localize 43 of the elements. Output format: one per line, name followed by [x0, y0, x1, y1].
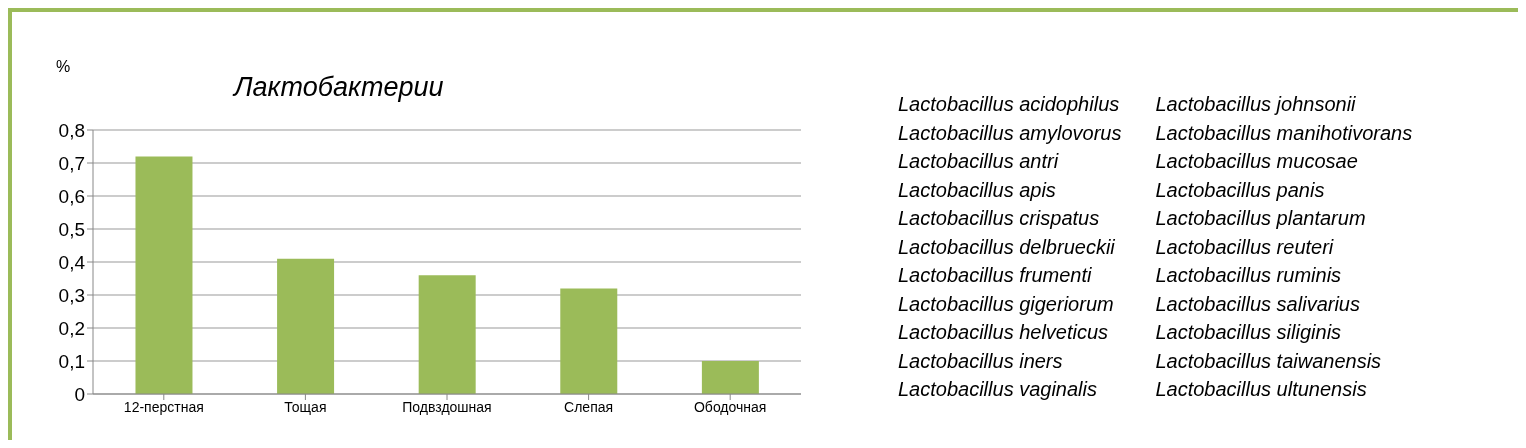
- y-tick-label: 0,1: [58, 350, 85, 372]
- bar: [277, 258, 335, 394]
- chart-title: Лактобактерии: [234, 72, 444, 103]
- y-tick-label: 0: [74, 383, 85, 405]
- text: Lactobacillus helveticus: [898, 320, 1110, 345]
- text: Lactobacillus frumenti: [898, 263, 1093, 288]
- text: Lactobacillus acidophilus: [898, 92, 1121, 117]
- y-tick-label: 0,7: [58, 152, 85, 174]
- y-tick-label: 0,5: [58, 218, 85, 240]
- text: Lactobacillus mucosae: [1155, 149, 1359, 174]
- text: Lactobacillus taiwanensis: [1155, 348, 1383, 374]
- y-tick-label: 0,6: [58, 185, 85, 207]
- y-tick-label: 0,8: [58, 119, 85, 141]
- text: Lactobacillus siliginis: [1155, 320, 1343, 345]
- text: Lactobacillus manihotivorans: [1155, 120, 1413, 146]
- x-tick-label: Ободочная: [693, 398, 767, 415]
- text: Lactobacillus salivarius: [1155, 291, 1361, 317]
- x-tick-label: Подвздошная: [402, 398, 492, 415]
- y-tick-label: 0,4: [58, 251, 86, 273]
- text: Lactobacillus amylovorus: [898, 120, 1122, 146]
- x-tick-label: Тощая: [284, 398, 327, 415]
- bar: [135, 156, 193, 394]
- x-tick-label: 12-перстная: [123, 398, 204, 415]
- text: Lactobacillus delbrueckii: [898, 234, 1116, 260]
- text: Lactobacillus apis: [898, 177, 1057, 203]
- y-tick-label: 0,2: [58, 317, 85, 339]
- text: Lactobacillus panis: [1155, 177, 1326, 203]
- text: Lactobacillus ruminis: [1155, 263, 1343, 288]
- text: Lactobacillus iners: [898, 348, 1064, 374]
- x-tick-label: Слепая: [564, 398, 614, 415]
- text: Lactobacillus plantarum: [1155, 206, 1367, 231]
- text: Lactobacillus antri: [898, 149, 1060, 174]
- text: Lactobacillus ultunensis: [1155, 377, 1368, 402]
- text: Lactobacillus reuteri: [1155, 234, 1335, 260]
- y-tick-label: 0,3: [58, 284, 85, 306]
- bar: [560, 288, 618, 394]
- text: Lactobacillus vaginalis: [898, 377, 1098, 402]
- y-axis-title: %: [56, 58, 71, 76]
- text: Lactobacillus gigeriorum: [898, 291, 1115, 317]
- bar: [418, 275, 476, 394]
- text: Lactobacillus crispatus: [898, 206, 1101, 231]
- text: Lactobacillus johnsonii: [1155, 92, 1357, 117]
- bar: [701, 361, 759, 394]
